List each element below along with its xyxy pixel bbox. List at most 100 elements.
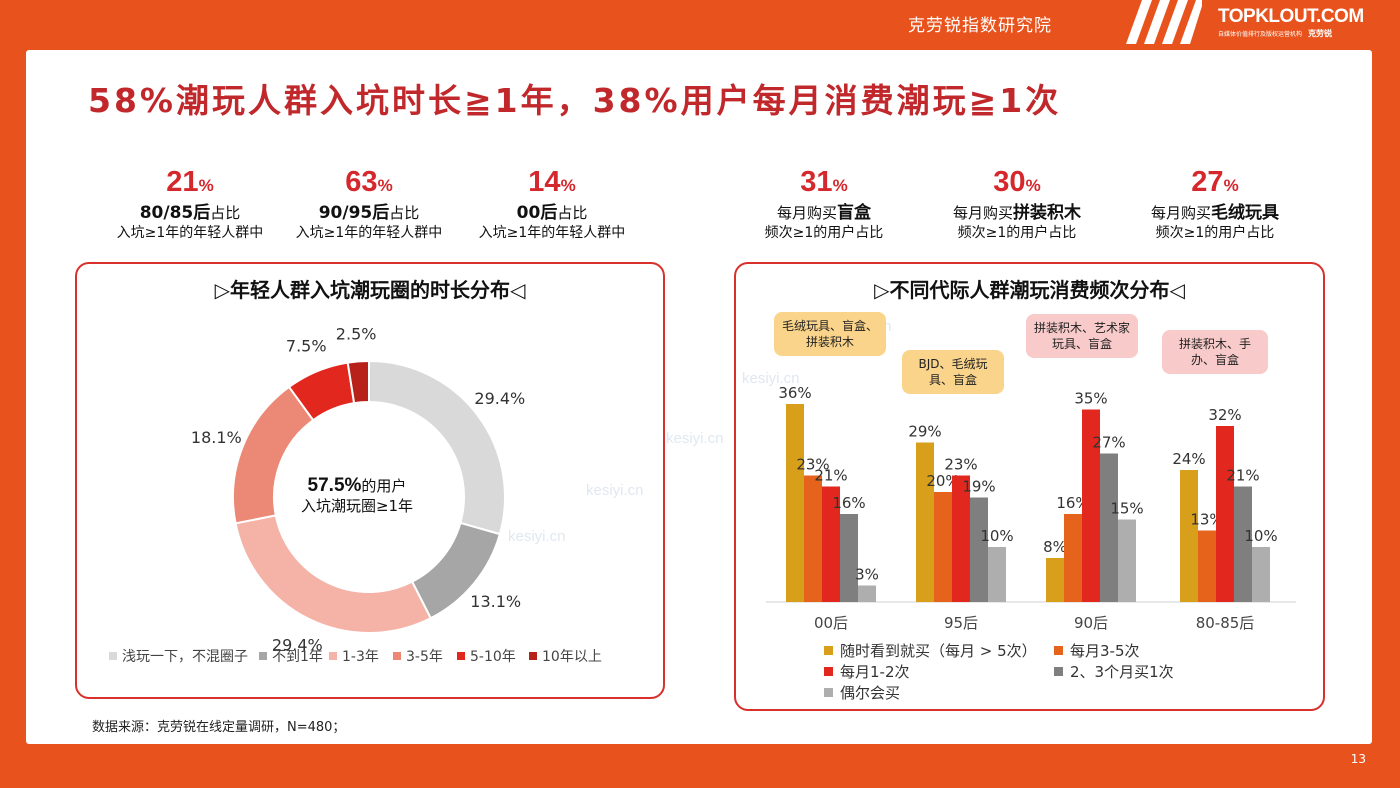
bar-value-label: 16% [1056,494,1089,512]
donut-value-label: 7.5% [286,336,327,355]
bar-value-label: 13% [1190,511,1223,529]
legend-swatch [1054,667,1063,676]
bar-value-label: 23% [796,456,829,474]
frequency-panel-title: ▷不同代际人群潮玩消费频次分布◁ [874,278,1185,302]
bar [858,585,876,602]
bar [970,497,988,602]
donut-slice [346,359,370,405]
legend-label: 浅玩一下，不混圈子 [122,649,248,665]
bar [840,514,858,602]
legend-swatch [529,652,537,660]
legend-label: 偶尔会买 [840,684,900,702]
bar [1198,530,1216,602]
legend-swatch [457,652,465,660]
bar [804,475,822,602]
category-label: 80-85后 [1196,614,1255,632]
watermark: kesiyi.cn [508,528,566,545]
legend-label: 3-5年 [406,649,443,665]
bar-value-label: 35% [1074,390,1107,408]
callout-95: BJD、毛绒玩具、盲盒 [902,350,1004,394]
donut-value-label: 29.4% [474,389,525,408]
topklout-logo: TOPKLOUT.COM [1218,6,1364,27]
stat-8085: 21% 80/85后占比 入坑≥1年的年轻人群中 [116,166,264,241]
bar-value-label: 16% [832,494,865,512]
donut-value-label: 18.1% [191,428,242,447]
bar [1100,453,1118,602]
bar [1180,470,1198,602]
frequency-bar-chart: 36%23%21%16%3%00后29%20%23%19%10%95后8%16%… [766,384,1296,702]
bar-value-label: 36% [778,384,811,402]
bar [786,404,804,602]
stat-blocks: 30% 每月购买拼装积木 频次≥1的用户占比 [952,166,1081,241]
watermark: kesiyi.cn [742,370,800,387]
bar [1252,547,1270,602]
bar-value-label: 20% [926,472,959,490]
legend-swatch [109,652,117,660]
donut-center-value: 57.5% [307,475,362,496]
bar [952,475,970,602]
duration-panel-title: ▷年轻人群入坑潮玩圈的时长分布◁ [214,278,526,302]
legend-swatch [824,688,833,697]
watermark: kesiyi.cn [586,482,644,499]
legend-label: 每月3-5次 [1070,642,1140,660]
frequency-panel: ▷不同代际人群潮玩消费频次分布◁ 36% 23% 21% 16% 3% 00后 29% 20%… [734,262,1325,711]
legend-label: 5-10年 [470,649,516,665]
bar [916,442,934,602]
page-number: 13 [1350,752,1366,766]
legend-swatch [329,652,337,660]
legend-label: 不到1年 [272,649,323,665]
legend-label: 2、3个月买1次 [1070,663,1174,681]
callout-90: 拼装积木、艺术家玩具、盲盒 [1026,314,1138,358]
stat-plush: 27% 每月购买毛绒玩具 频次≥1的用户占比 [1150,166,1279,241]
bar-value-label: 10% [1244,527,1277,545]
bar-value-label: 24% [1172,450,1205,468]
legend-label: 10年以上 [542,649,602,665]
data-source: 数据来源：克劳锐在线定量调研，N=480； [92,720,346,735]
bar [1064,514,1082,602]
bar [1046,558,1064,602]
donut-value-label: 29.4% [272,636,323,655]
donut-center-text: 57.5%的用户 入坑潮玩圈≥1年 [300,475,414,516]
content-card: 58%潮玩人群入坑时长≧1年，38%用户每月消费潮玩≧1次 21% 80/85后… [26,50,1372,744]
legend-swatch [393,652,401,660]
watermark: kesiyi.cn [666,430,724,447]
bar [1216,426,1234,602]
bar-value-label: 15% [1110,500,1143,518]
bar-value-label: 29% [908,423,941,441]
legend-label: 每月1-2次 [840,663,910,681]
org-name: 克劳锐指数研究院 [908,16,1052,36]
stat-blindbox: 31% 每月购买盲盒 频次≥1的用户占比 [764,166,884,241]
stripes-logo-decoration [1126,0,1202,44]
bar [988,547,1006,602]
stat-00: 14% 00后占比 入坑≥1年的年轻人群中 [478,166,626,241]
bar-value-label: 23% [944,456,977,474]
category-label: 95后 [944,614,978,632]
bar [1082,409,1100,602]
bar-value-label: 32% [1208,406,1241,424]
duration-donut-chart: 29.4% 13.1% 29.4% 18.1% 7.5% 2.5% 浅玩一下，不混圈子 不到1… [109,325,602,665]
bar-value-label: 8% [1043,538,1067,556]
donut-slice [234,514,433,634]
bar [1234,486,1252,602]
bar [934,492,952,602]
donut-value-label: 13.1% [470,592,521,611]
legend-label: 1-3年 [342,649,379,665]
stat-9095: 63% 90/95后占比 入坑≥1年的年轻人群中 [295,166,443,241]
bar-value-label: 10% [980,527,1013,545]
duration-panel: ▷年轻人群入坑潮玩圈的时长分布◁ 29.4% 13.1% 29.4% 18.1% 7.5… [75,262,665,699]
bar-value-label: 3% [855,566,879,584]
legend-swatch [824,667,833,676]
bar-value-label: 21% [814,467,847,485]
logo-tagline: 自媒体价值排行及版权运营机构 克劳锐 [1218,29,1333,38]
category-label: 00后 [814,614,848,632]
bar-value-label: 21% [1226,467,1259,485]
top-bar: 克劳锐指数研究院 TOPKLOUT.COM 自媒体价值排行及版权运营机构 克劳锐 [0,0,1400,50]
legend-swatch [259,652,267,660]
callout-8085: 拼装积木、手办、盲盒 [1162,330,1268,374]
donut-value-label: 2.5% [336,325,377,344]
legend-swatch [1054,646,1063,655]
legend-swatch [824,646,833,655]
bar [822,486,840,602]
legend-label: 随时看到就买（每月 > 5次） [840,642,1037,660]
bar [1118,519,1136,602]
